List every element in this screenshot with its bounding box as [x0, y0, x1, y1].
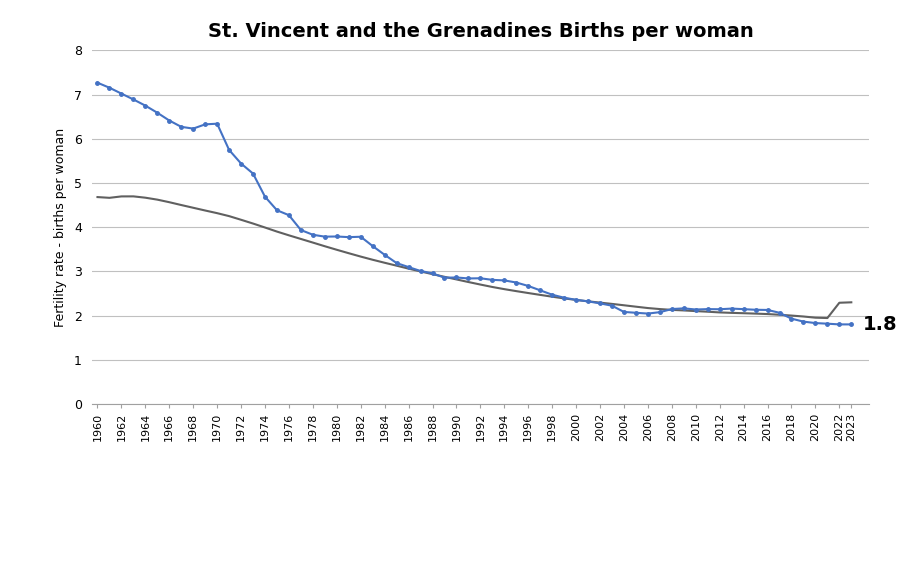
Legend: St. Vincent and the Grenadines Births per woman: St. Vincent and the Grenadines Births pe…	[264, 559, 619, 561]
Text: 1.8: 1.8	[863, 315, 897, 334]
Y-axis label: Fertility rate - births per woman: Fertility rate - births per woman	[54, 128, 67, 327]
Title: St. Vincent and the Grenadines Births per woman: St. Vincent and the Grenadines Births pe…	[208, 22, 753, 40]
